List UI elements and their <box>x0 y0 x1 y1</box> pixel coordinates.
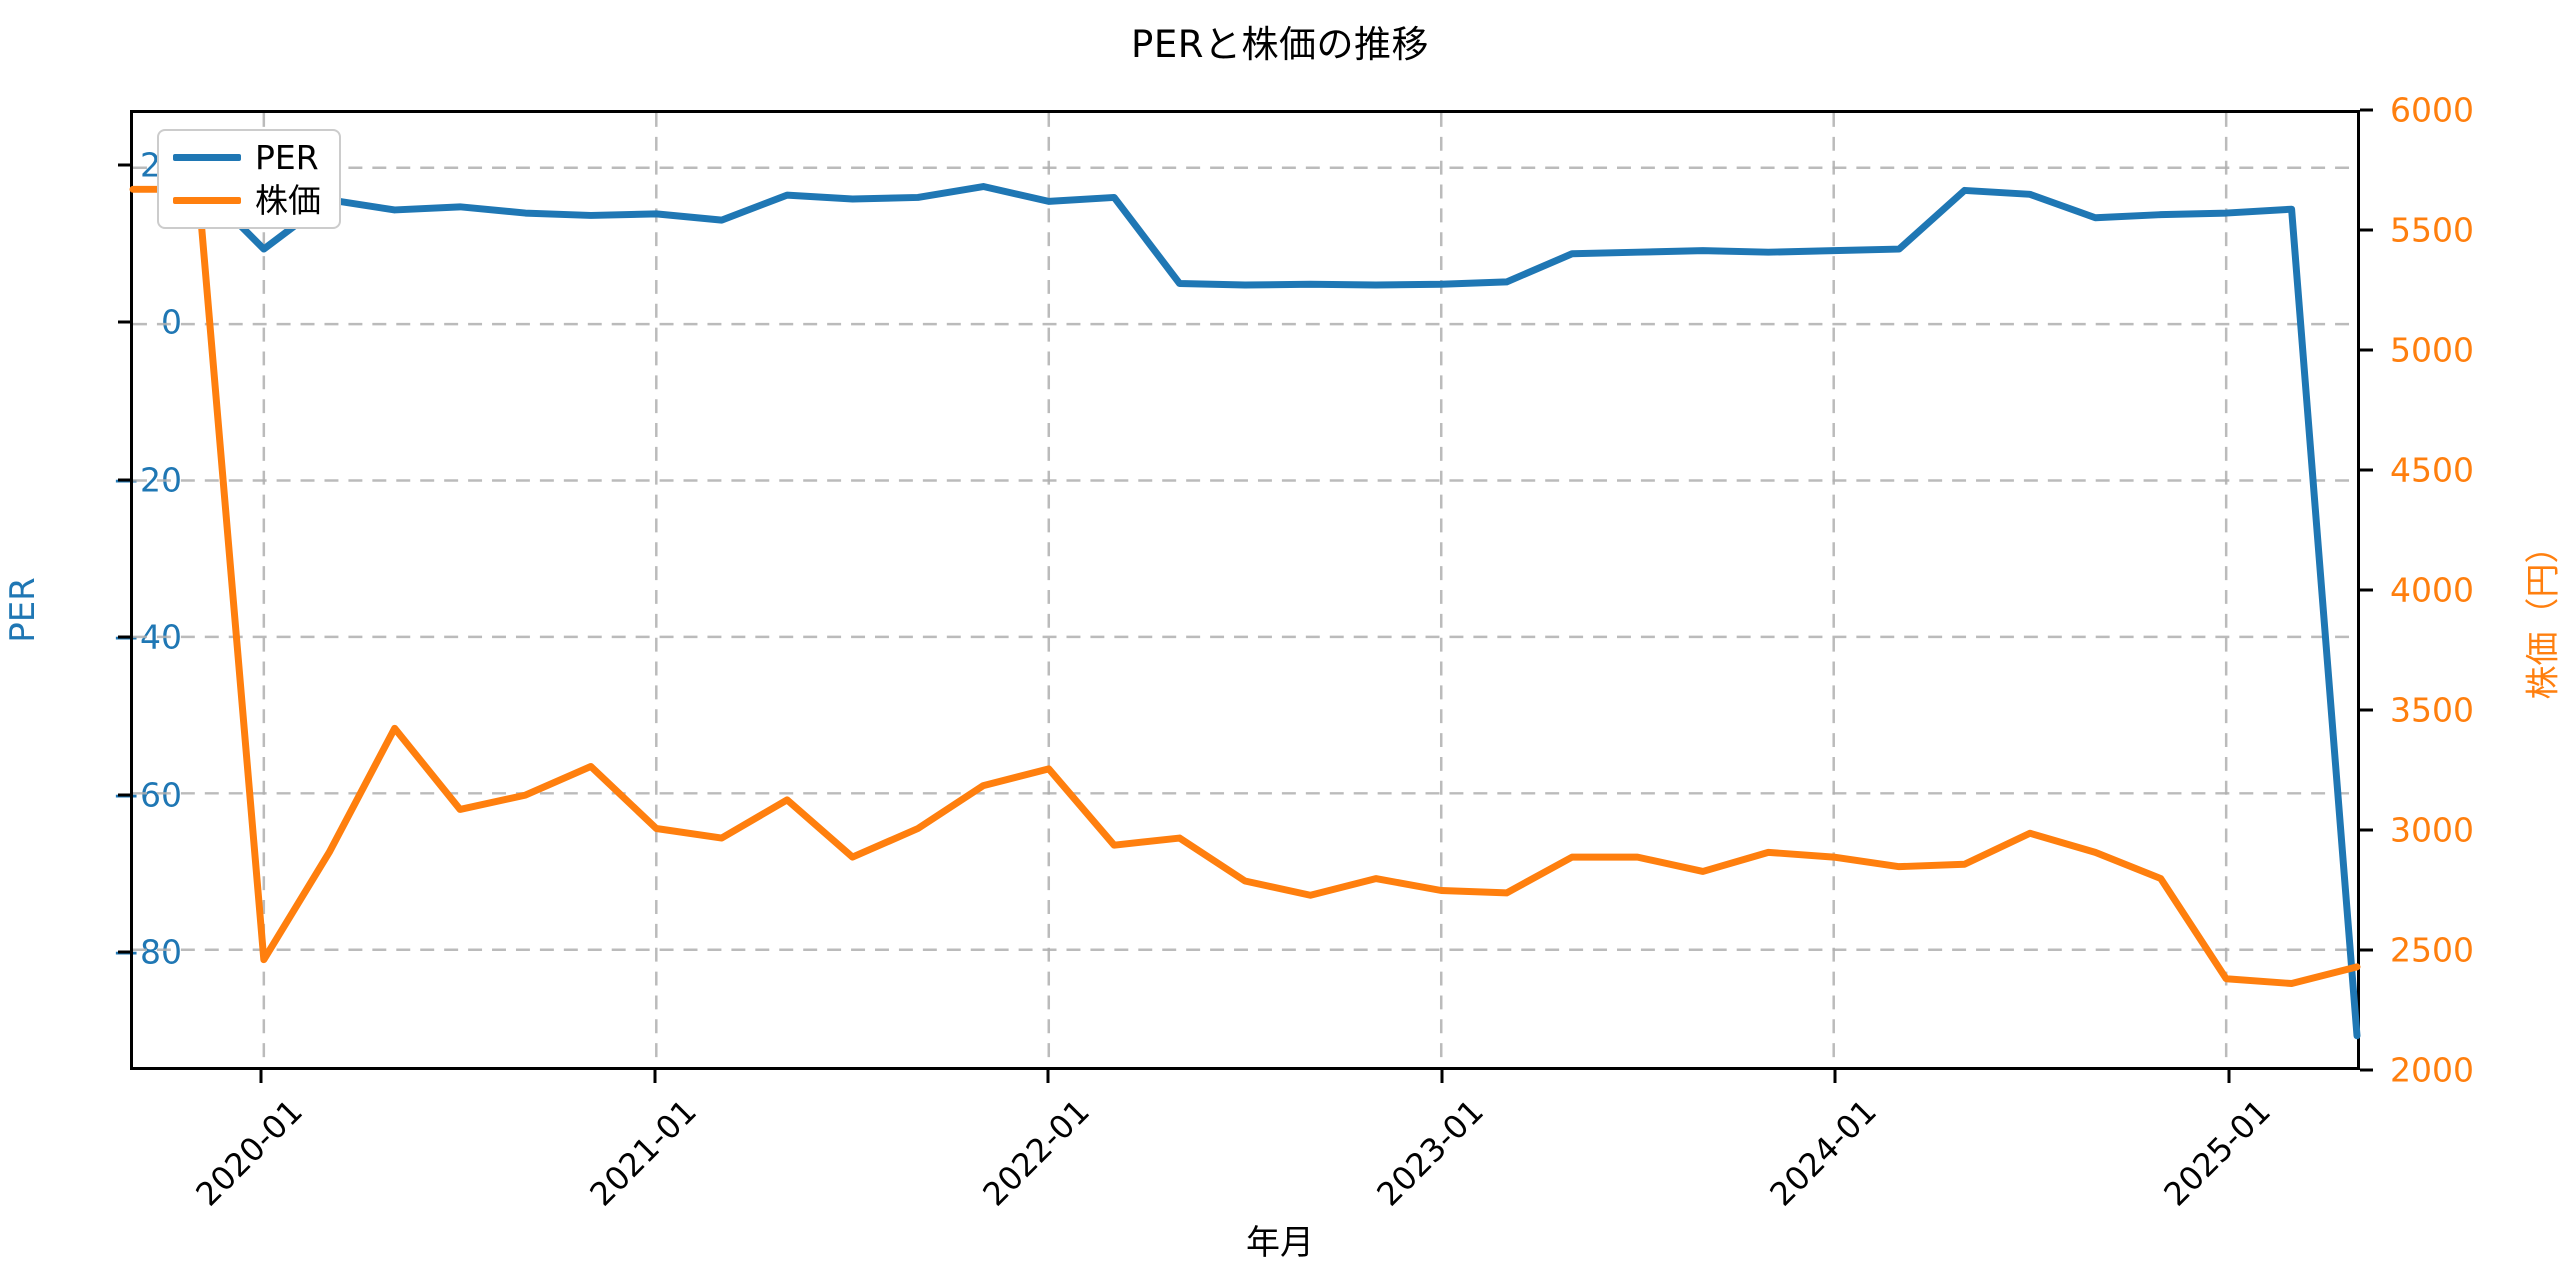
left-y-tick-mark <box>118 320 130 324</box>
legend-item[interactable]: PER <box>173 141 321 174</box>
x-tick-mark <box>653 1070 657 1083</box>
x-tick-label: 2024-01 <box>1762 1092 1885 1214</box>
right-y-tick-label: 4500 <box>2390 450 2474 490</box>
x-tick-label: 2023-01 <box>1369 1092 1491 1214</box>
right-y-tick-mark <box>2360 588 2373 592</box>
chart-title: PERと株価の推移 <box>1131 23 1429 66</box>
series-line-株価 <box>129 185 2361 988</box>
right-y-tick-label: 3000 <box>2390 810 2474 850</box>
legend-label: 株価 <box>255 181 321 220</box>
x-tick-mark <box>1046 1070 1050 1083</box>
chart-legend[interactable]: PER 株価 <box>157 129 341 229</box>
x-axis-label: 年月 <box>1246 1223 1314 1263</box>
data-series-layer <box>129 179 2361 1040</box>
plot-area: PER 株価 <box>129 110 2361 1070</box>
right-y-tick-label: 2500 <box>2390 930 2474 970</box>
right-y-tick-mark <box>2360 348 2373 352</box>
left-y-tick-mark <box>118 478 130 482</box>
right-y-tick-mark <box>2360 468 2373 472</box>
right-y-tick-label: 6000 <box>2390 90 2474 130</box>
grid-lines <box>133 113 2357 1067</box>
right-y-tick-label: 2000 <box>2390 1050 2474 1090</box>
x-tick-label: 2021-01 <box>582 1092 704 1214</box>
right-y-tick-mark <box>2360 828 2373 832</box>
legend-color-swatch <box>173 154 241 161</box>
right-y-axis-label: 株価（円） <box>2523 529 2560 700</box>
right-y-tick-label: 4000 <box>2390 570 2474 610</box>
right-y-tick-label: 5500 <box>2390 210 2474 250</box>
x-tick-label: 2020-01 <box>188 1092 311 1214</box>
x-tick-mark <box>259 1070 263 1083</box>
right-y-tick-mark <box>2360 228 2373 232</box>
right-y-tick-mark <box>2360 948 2373 952</box>
legend-label: PER <box>255 138 319 177</box>
x-tick-label: 2025-01 <box>2156 1092 2278 1214</box>
x-tick-label: 2022-01 <box>975 1092 1098 1214</box>
x-tick-mark <box>2227 1070 2231 1083</box>
left-y-tick-mark <box>118 950 130 954</box>
left-y-axis-label: PER <box>2 577 43 643</box>
right-y-tick-label: 3500 <box>2390 690 2474 730</box>
left-y-tick-mark <box>118 163 130 167</box>
right-y-tick-mark <box>2360 708 2373 712</box>
legend-color-swatch <box>173 197 241 204</box>
right-y-tick-mark <box>2360 1068 2373 1072</box>
series-line-PER <box>194 179 2361 1040</box>
left-y-tick-mark <box>118 635 130 639</box>
x-tick-mark <box>1440 1070 1444 1083</box>
x-tick-mark <box>1833 1070 1837 1083</box>
left-y-tick-label: 0 <box>161 302 182 342</box>
left-y-tick-mark <box>118 793 130 797</box>
right-y-tick-mark <box>2360 108 2373 112</box>
right-y-tick-label: 5000 <box>2390 330 2474 370</box>
legend-item[interactable]: 株価 <box>173 184 321 217</box>
